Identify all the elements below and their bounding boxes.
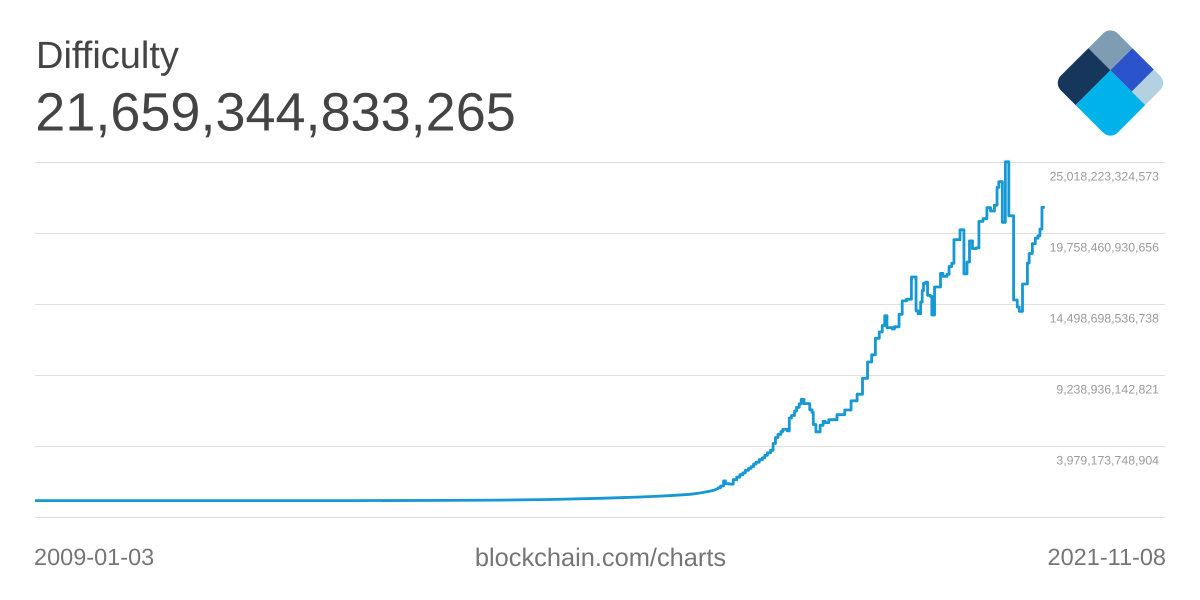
svg-text:blockchain.com/charts: blockchain.com/charts [475, 544, 726, 572]
svg-text:2021-11-08: 2021-11-08 [1048, 544, 1166, 570]
svg-text:2009-01-03: 2009-01-03 [34, 544, 154, 570]
svg-text:9,238,936,142,821: 9,238,936,142,821 [1056, 383, 1159, 397]
svg-text:21,659,344,833,265: 21,659,344,833,265 [35, 83, 515, 143]
svg-text:3,979,173,748,904: 3,979,173,748,904 [1056, 454, 1159, 468]
svg-text:14,498,698,536,738: 14,498,698,536,738 [1050, 312, 1160, 326]
svg-text:25,018,223,324,573: 25,018,223,324,573 [1050, 170, 1160, 184]
svg-text:Difficulty: Difficulty [36, 35, 179, 77]
svg-text:19,758,460,930,656: 19,758,460,930,656 [1050, 241, 1160, 255]
